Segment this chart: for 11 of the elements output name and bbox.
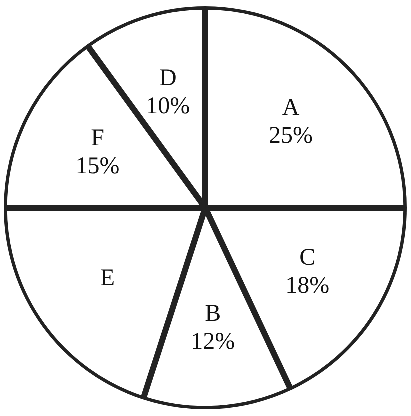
data-label: 25% — [268, 122, 313, 149]
data-label: 15% — [76, 153, 120, 180]
data-label: 10% — [146, 93, 190, 120]
slice-label: E — [100, 265, 116, 292]
data-label: 12% — [191, 328, 236, 355]
slice-label: D — [159, 65, 177, 92]
slice-label: C — [300, 245, 316, 272]
slice-label: B — [205, 300, 222, 327]
data-label: 18% — [286, 273, 330, 300]
slice-label: F — [91, 125, 104, 152]
slice-label: A — [282, 94, 300, 121]
